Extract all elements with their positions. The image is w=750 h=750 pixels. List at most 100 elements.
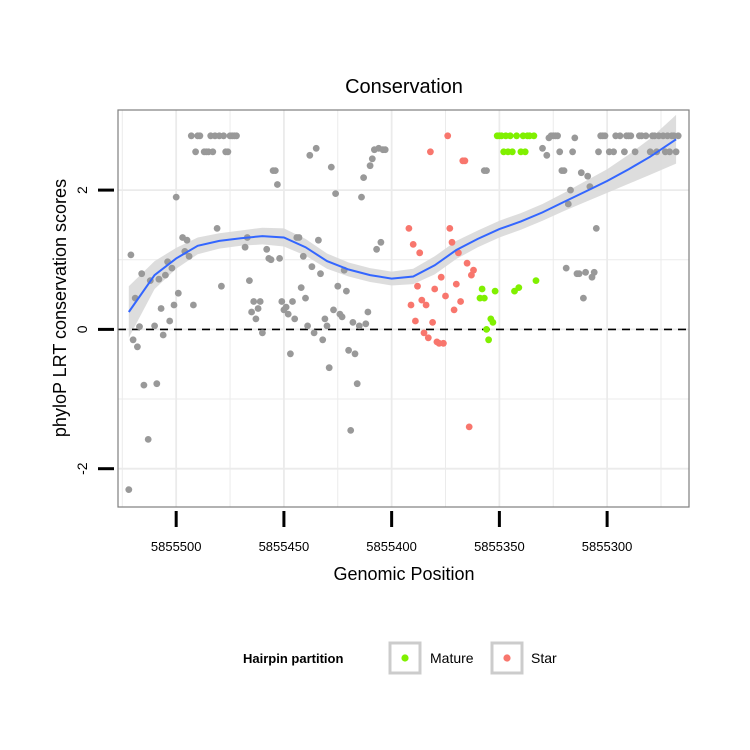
other-point xyxy=(564,200,572,208)
other-point xyxy=(321,315,329,323)
mature-point xyxy=(530,132,538,140)
x-tick-label: 5855300 xyxy=(582,539,633,554)
other-point xyxy=(317,270,324,278)
other-point xyxy=(220,132,228,140)
other-point xyxy=(646,148,654,156)
other-point xyxy=(276,255,283,262)
star-point xyxy=(444,132,452,140)
other-point xyxy=(140,381,148,389)
panel-border xyxy=(117,109,690,508)
other-point xyxy=(595,148,602,156)
star-point xyxy=(429,319,436,326)
other-point xyxy=(377,238,385,246)
other-point xyxy=(295,234,303,241)
other-point xyxy=(302,294,309,302)
other-point xyxy=(187,132,195,140)
other-point xyxy=(183,236,191,244)
smooth-curve xyxy=(127,138,677,313)
other-point xyxy=(151,322,159,330)
other-point xyxy=(291,315,299,323)
other-point xyxy=(360,174,367,182)
other-point xyxy=(349,319,357,326)
x-tick-label: 5855350 xyxy=(474,539,525,554)
other-point xyxy=(299,252,307,260)
star-point xyxy=(463,259,471,267)
other-point xyxy=(334,282,342,290)
other-point xyxy=(315,236,322,244)
mature-point xyxy=(513,132,520,140)
legend-swatch-star xyxy=(503,654,511,662)
other-point xyxy=(351,350,359,358)
star-point xyxy=(414,282,421,290)
other-point xyxy=(254,305,262,312)
other-point xyxy=(319,336,327,344)
star-point xyxy=(416,249,424,257)
other-point xyxy=(672,148,680,156)
other-point xyxy=(310,329,318,337)
other-point xyxy=(590,268,598,276)
legend-label-mature: Mature xyxy=(430,650,474,666)
star-point xyxy=(422,301,430,309)
star-point xyxy=(405,225,413,232)
other-point xyxy=(338,313,346,321)
other-point xyxy=(209,148,217,156)
y-tick-label: 2 xyxy=(74,186,90,194)
x-axis-label: Genomic Position xyxy=(333,564,474,584)
other-point xyxy=(224,148,232,156)
other-point xyxy=(263,245,271,253)
star-point xyxy=(450,306,458,314)
other-point xyxy=(170,301,178,309)
other-point xyxy=(571,134,579,142)
star-point xyxy=(412,317,419,325)
other-point xyxy=(592,225,600,232)
star-point xyxy=(418,296,426,304)
other-point xyxy=(259,329,266,337)
other-point xyxy=(153,380,161,388)
other-point xyxy=(575,270,583,278)
other-point xyxy=(330,306,337,314)
other-point xyxy=(616,132,624,140)
other-point xyxy=(556,148,564,156)
other-point xyxy=(233,132,240,140)
other-point xyxy=(168,264,176,272)
mature-point xyxy=(489,319,497,326)
legend-swatch-mature xyxy=(401,654,409,662)
other-point xyxy=(274,181,281,188)
other-point xyxy=(560,167,568,175)
other-point xyxy=(373,245,380,253)
other-point xyxy=(125,486,133,493)
other-point xyxy=(250,298,258,305)
star-point xyxy=(461,157,469,165)
other-point xyxy=(642,132,650,140)
mature-point xyxy=(521,148,529,156)
y-axis-label: phyloP LRT conservation scores xyxy=(50,179,70,437)
other-point xyxy=(289,298,296,305)
star-point xyxy=(440,339,447,347)
star-point xyxy=(407,301,415,309)
other-point xyxy=(323,322,331,330)
other-point xyxy=(621,148,628,156)
star-point xyxy=(427,148,434,156)
other-point xyxy=(364,308,372,316)
mature-point xyxy=(515,284,523,291)
other-point xyxy=(159,331,167,339)
other-point xyxy=(218,282,225,290)
y-tick-label: 0 xyxy=(74,325,90,333)
other-point xyxy=(327,163,335,171)
mature-point xyxy=(506,132,514,140)
other-point xyxy=(601,132,609,140)
other-point xyxy=(157,305,165,312)
other-point xyxy=(162,271,169,279)
other-point xyxy=(213,225,221,232)
other-point xyxy=(256,298,264,305)
other-point xyxy=(539,144,546,152)
star-point xyxy=(470,266,477,274)
smooth-line xyxy=(127,138,677,313)
other-point xyxy=(138,270,146,278)
panel-background xyxy=(118,110,689,507)
other-point xyxy=(287,350,294,358)
star-point xyxy=(446,225,454,232)
star-point xyxy=(437,273,445,281)
other-point xyxy=(362,320,370,328)
